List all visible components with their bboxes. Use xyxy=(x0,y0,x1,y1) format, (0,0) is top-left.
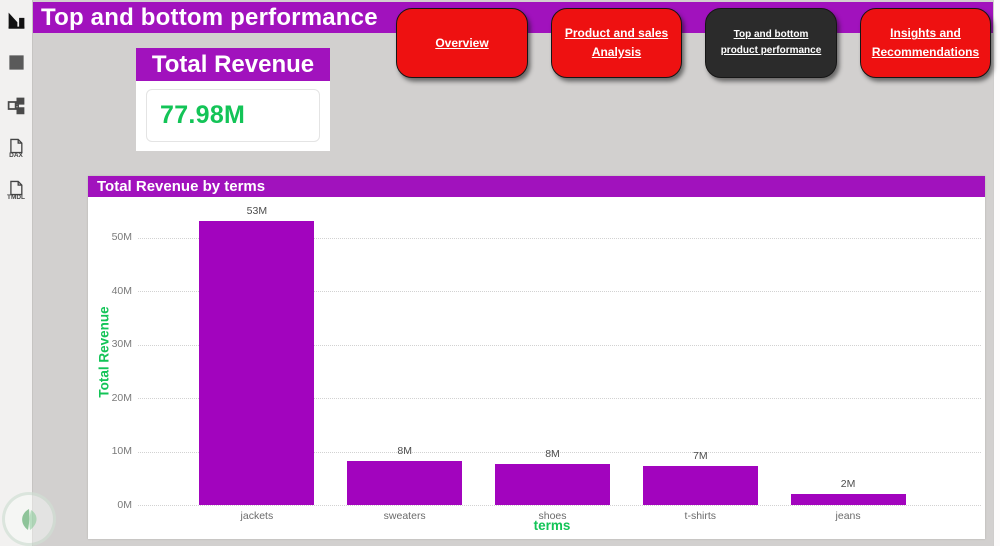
y-axis-tick-label: 10M xyxy=(111,445,132,457)
dax-query-view-icon[interactable]: DAX xyxy=(4,138,28,159)
grid-line xyxy=(138,237,981,239)
bar-chart-card[interactable]: Total Revenue by terms Total Revenue ter… xyxy=(88,176,985,539)
dax-label: DAX xyxy=(9,152,23,159)
grid-line xyxy=(138,451,981,453)
category-label: jackets xyxy=(240,510,274,522)
y-axis-tick-label: 20M xyxy=(111,391,132,404)
y-axis-tick-label: 40M xyxy=(111,284,132,297)
report-view-icon[interactable] xyxy=(4,10,28,31)
nav-button-label: Top and bottom product performance xyxy=(720,29,822,56)
bar-t-shirts[interactable] xyxy=(642,466,758,505)
nav-button-overview[interactable]: Overview xyxy=(396,8,528,78)
tmdl-label: TMDL xyxy=(6,194,26,201)
grid-line xyxy=(138,344,981,346)
nav-button-label: Product and sales Analysis xyxy=(564,26,669,59)
bar-data-label: 8M xyxy=(397,445,412,458)
vertical-scrollbar[interactable] xyxy=(993,0,1000,546)
chart-plot: Total Revenue terms 0M 10M 20M 30M 40M 50M 53M… xyxy=(88,197,985,539)
y-axis-title: Total Revenue xyxy=(96,306,112,398)
page-title: Top and bottom performance xyxy=(41,4,378,31)
nav-button-top-bottom-performance[interactable]: Top and bottom product performance xyxy=(705,8,837,78)
category-label: shoes xyxy=(538,510,567,522)
nav-button-label: Insights and Recommendations xyxy=(871,26,980,59)
y-axis-tick-label: 50M xyxy=(111,231,132,243)
grid-line xyxy=(138,505,981,506)
kpi-value: 77.98M xyxy=(160,101,246,129)
kpi-card-title: Total Revenue xyxy=(136,48,330,81)
nav-button-insights-recommendations[interactable]: Insights and Recommendations xyxy=(860,8,991,78)
bar-jackets[interactable] xyxy=(199,221,315,505)
tmdl-view-icon[interactable]: TMDL xyxy=(4,180,28,201)
chart-title: Total Revenue by terms xyxy=(88,176,985,197)
nav-button-label: Overview xyxy=(435,35,489,50)
bar-sweaters[interactable] xyxy=(347,461,463,505)
grid-line xyxy=(138,398,981,399)
y-axis-tick-label: 0M xyxy=(117,498,132,511)
category-label: jeans xyxy=(835,510,861,522)
bar-shoes[interactable] xyxy=(495,464,610,505)
bar-data-label: 2M xyxy=(840,478,856,491)
kpi-value-box: 77.98M xyxy=(146,89,320,142)
bar-data-label: 8M xyxy=(545,448,560,461)
category-label: t-shirts xyxy=(684,510,717,522)
view-rail: DAX TMDL xyxy=(0,0,33,546)
x-axis-title: terms xyxy=(533,518,571,533)
bar-data-label: 53M xyxy=(246,205,268,218)
bar-data-label: 7M xyxy=(693,450,708,463)
bar-jeans[interactable] xyxy=(790,494,906,505)
grid-line xyxy=(138,291,981,292)
y-axis-tick-label: 30M xyxy=(111,338,132,350)
kpi-card[interactable]: 77.98M xyxy=(136,81,330,151)
model-view-icon[interactable] xyxy=(4,95,28,116)
category-label: sweaters xyxy=(383,510,426,522)
nav-button-product-sales-analysis[interactable]: Product and sales Analysis xyxy=(551,8,682,78)
table-view-icon[interactable] xyxy=(4,53,28,72)
